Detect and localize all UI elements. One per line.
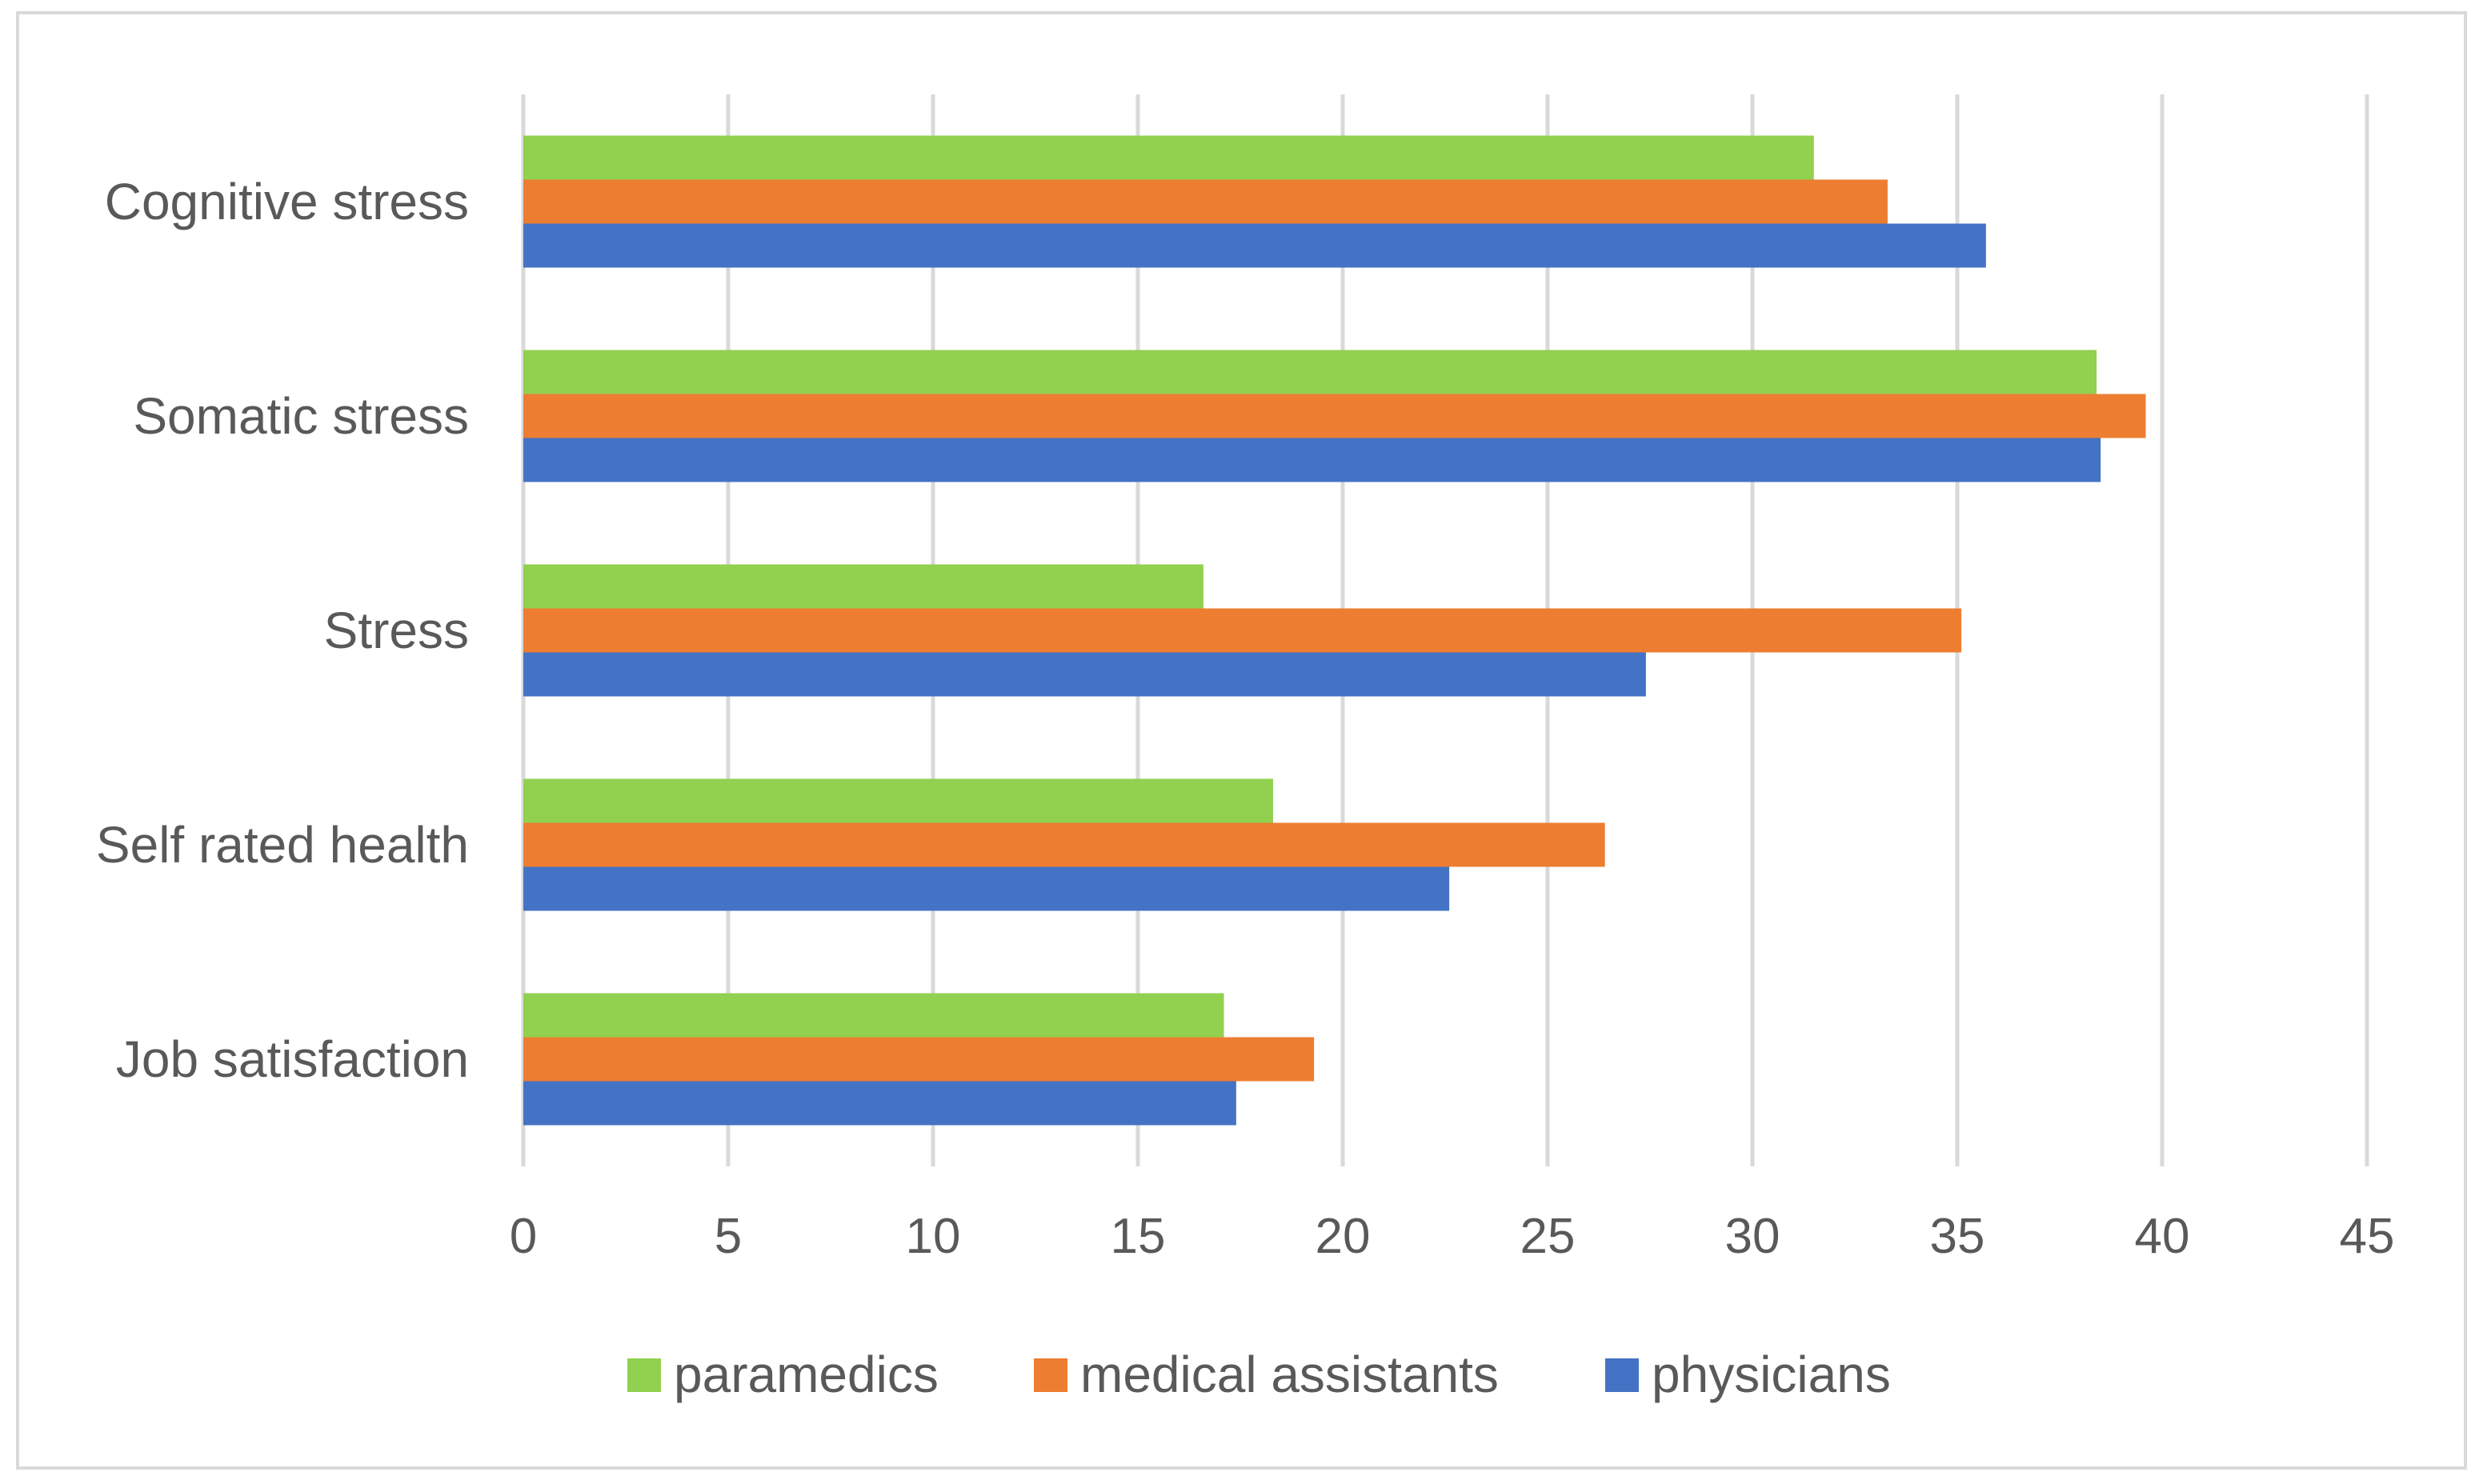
x-tick-label: 35 [1930, 1209, 1985, 1264]
category-label: Cognitive stress [105, 173, 469, 230]
bar-physicians-self-rated-health [523, 866, 1450, 911]
bar-paramedics-cognitive-stress [523, 135, 1814, 180]
bar-physicians-somatic-stress [523, 438, 2101, 482]
chart-svg: 0 5 10 15 20 25 30 35 40 45 Cognitive stress Somat… [96, 94, 2395, 1403]
bar-medical-assistants-somatic-stress [523, 394, 2146, 438]
x-tick-label: 25 [1520, 1209, 1576, 1264]
category-label: Job satisfaction [116, 1030, 469, 1088]
bar-paramedics-stress [523, 564, 1203, 609]
legend-label-medical-assistants: medical assistants [1080, 1346, 1499, 1403]
x-tick-label: 15 [1111, 1209, 1166, 1264]
category-label: Stress [324, 602, 469, 659]
x-tick-label: 0 [510, 1209, 537, 1264]
bar-physicians-job-satisfaction [523, 1081, 1236, 1126]
category-label: Self rated health [96, 816, 469, 874]
x-tick-label: 10 [906, 1209, 961, 1264]
x-tick-label: 20 [1316, 1209, 1371, 1264]
bar-medical-assistants-stress [523, 608, 1962, 653]
bar-medical-assistants-cognitive-stress [523, 179, 1888, 224]
bar-paramedics-job-satisfaction [523, 993, 1224, 1038]
x-tick-label: 40 [2135, 1209, 2190, 1264]
legend-swatch-medical-assistants [1034, 1358, 1067, 1392]
x-tick-label: 45 [2340, 1209, 2395, 1264]
bar-physicians-stress [523, 652, 1646, 697]
legend: paramedics medical assistants physicians [627, 1346, 1891, 1403]
category-axis: Cognitive stress Somatic stress Stress Self… [96, 173, 469, 1088]
x-tick-label: 30 [1725, 1209, 1780, 1264]
category-label: Somatic stress [133, 387, 469, 445]
bar-medical-assistants-job-satisfaction [523, 1037, 1315, 1082]
bar-paramedics-somatic-stress [523, 350, 2097, 394]
bar-physicians-cognitive-stress [523, 223, 1986, 268]
x-tick-label: 5 [715, 1209, 742, 1264]
bar-paramedics-self-rated-health [523, 778, 1273, 823]
bar-medical-assistants-self-rated-health [523, 822, 1605, 867]
legend-label-physicians: physicians [1652, 1346, 1891, 1403]
x-axis: 0 5 10 15 20 25 30 35 40 45 [510, 1209, 2395, 1264]
legend-label-paramedics: paramedics [674, 1346, 939, 1403]
legend-swatch-paramedics [627, 1358, 661, 1392]
legend-swatch-physicians [1605, 1358, 1639, 1392]
chart-frame: 0 5 10 15 20 25 30 35 40 45 Cognitive stress Somat… [16, 11, 2467, 1470]
bars [523, 135, 2146, 1126]
